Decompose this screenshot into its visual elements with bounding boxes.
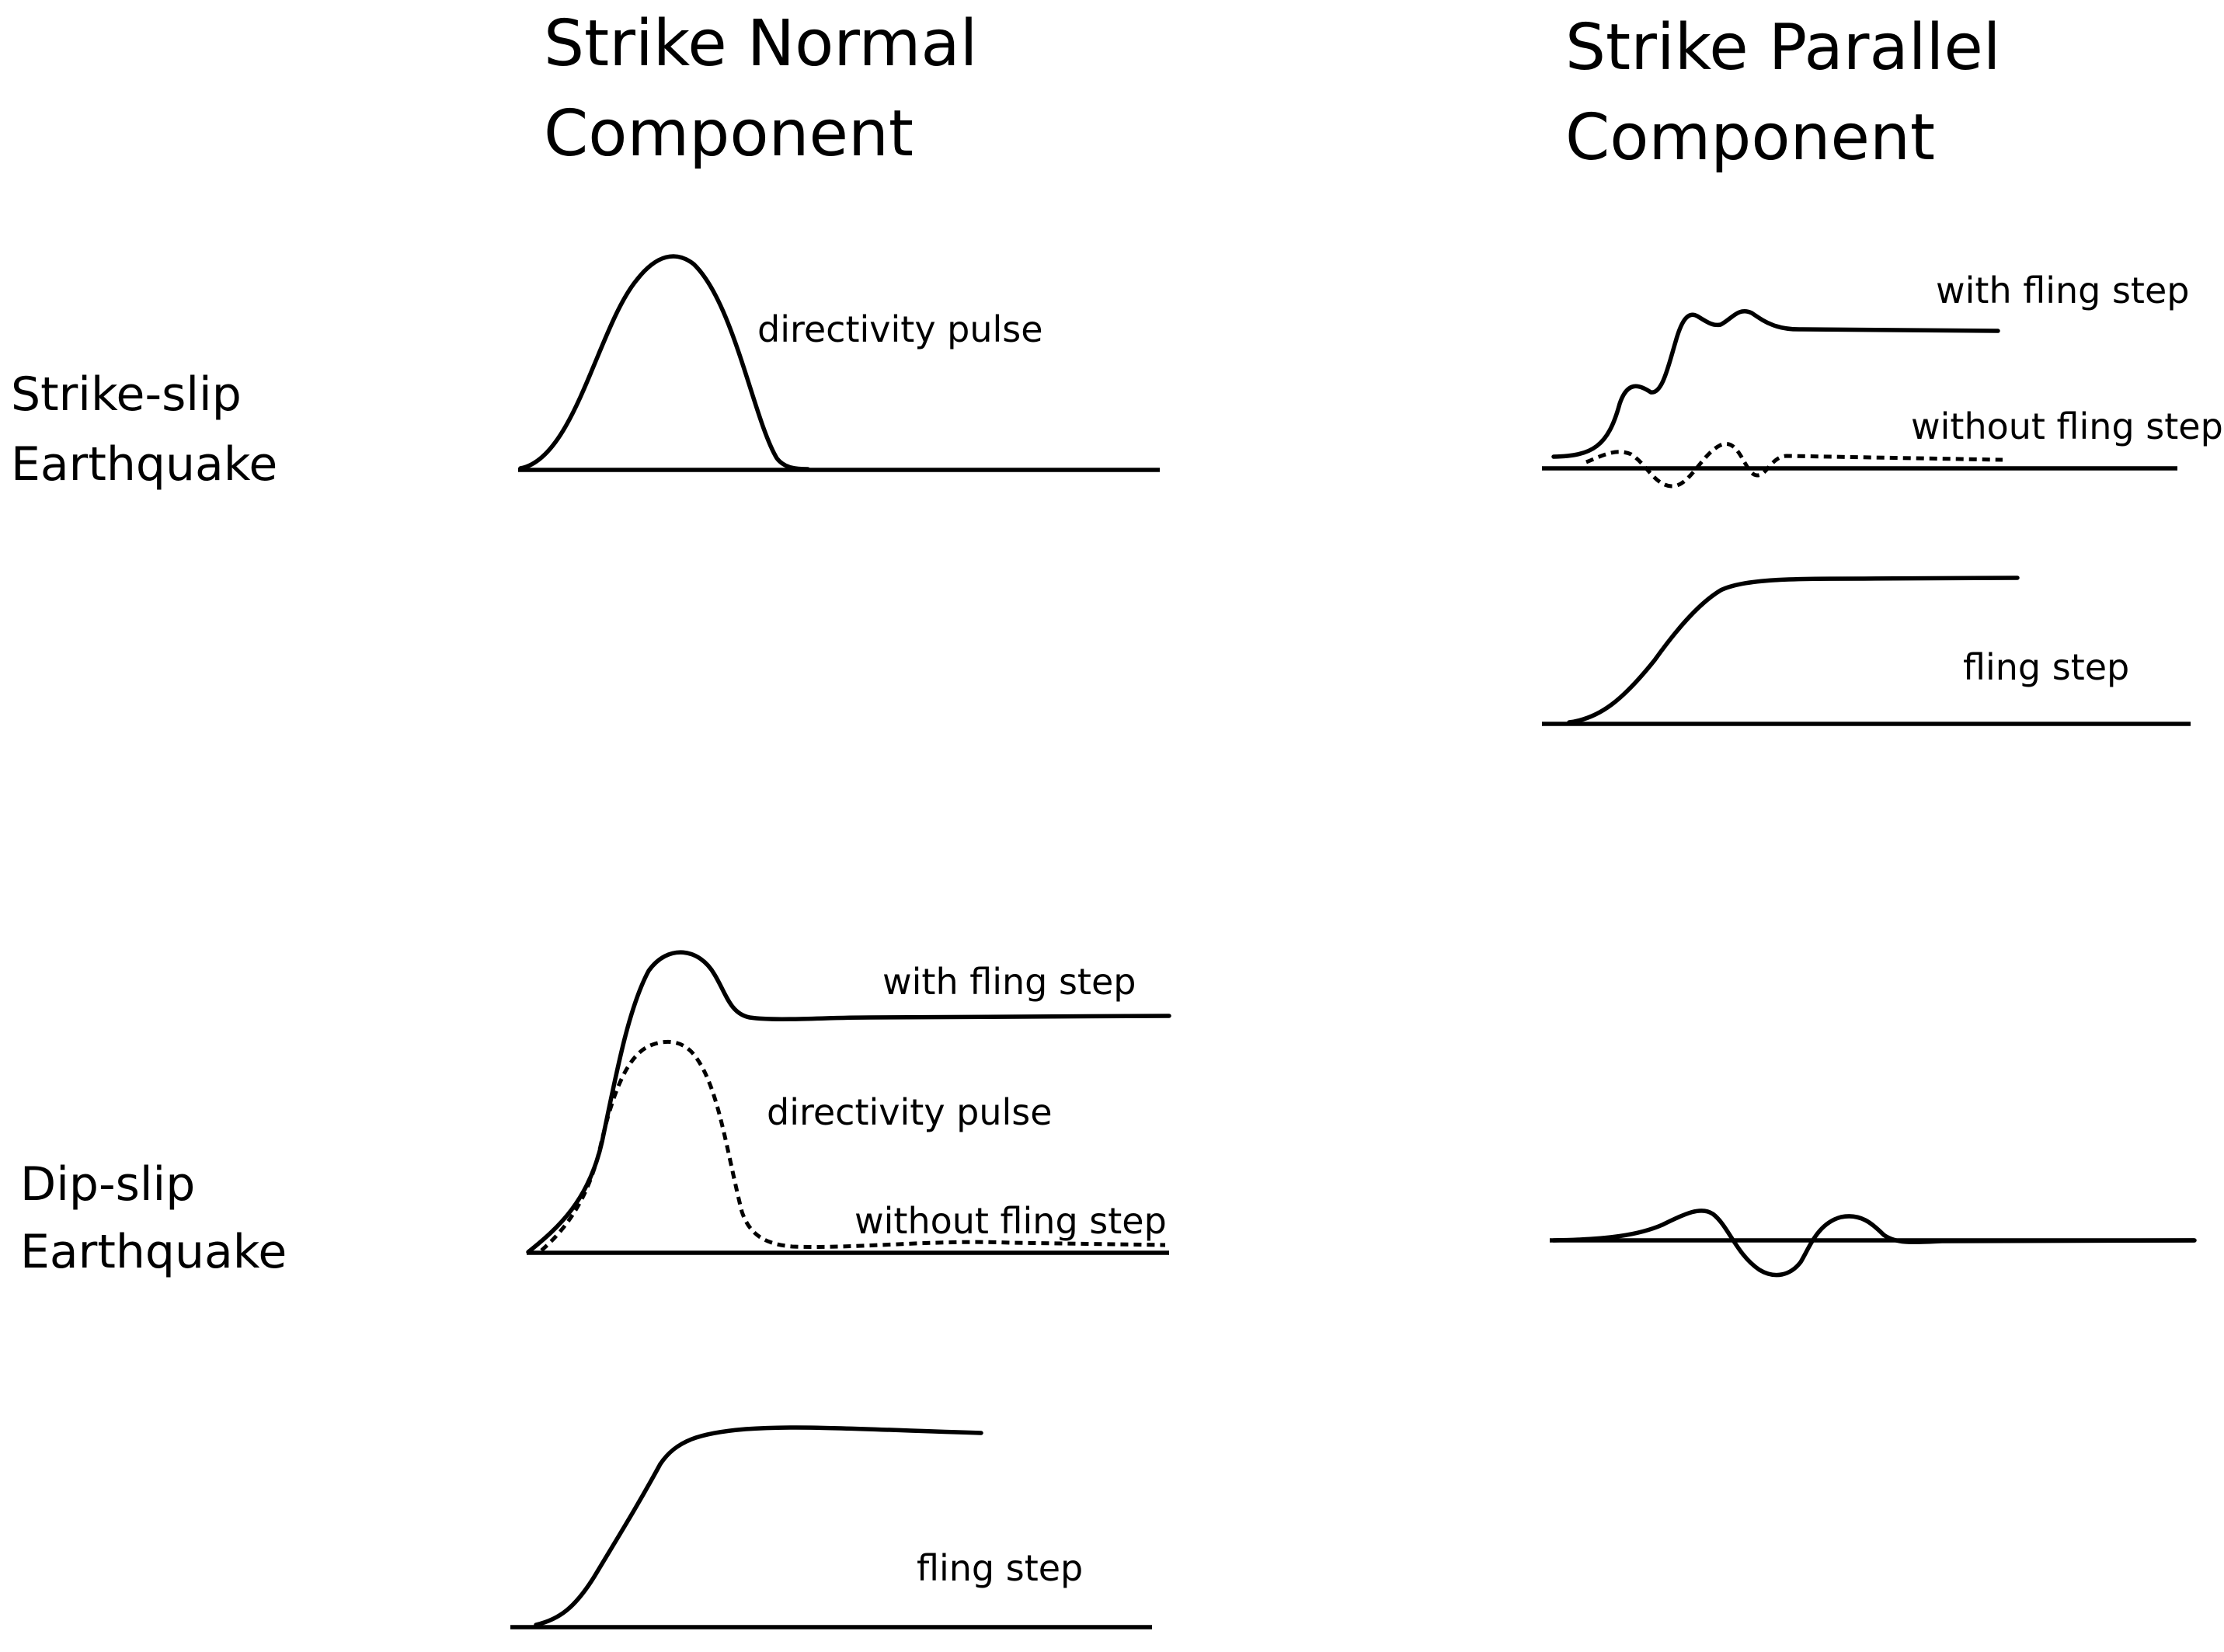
ds-normal-fling-step-trace	[534, 1425, 983, 1627]
ss-normal-panel: directivity pulse	[518, 254, 1160, 472]
ds-normal-directivity-pulse-label: directivity pulse	[767, 1091, 1053, 1133]
ds-normal-without-fling-label: without fling step	[854, 1200, 1167, 1242]
ss-parallel-without-fling-trace	[1585, 441, 2003, 489]
title-strike-parallel-line1: Strike Parallel	[1565, 11, 2001, 85]
ss-parallel-panel: with fling step without fling step	[1542, 270, 2223, 489]
row-label-strike-slip-line1: Strike-slip	[11, 367, 242, 422]
ss-parallel-fling-panel: fling step	[1542, 576, 2191, 726]
title-strike-normal-line2: Component	[544, 97, 914, 171]
ss-parallel-fling-step-label: fling step	[1963, 646, 2129, 688]
ss-parallel-with-fling-label: with fling step	[1936, 270, 2189, 311]
ds-parallel-panel	[1550, 1209, 2197, 1278]
ss-normal-directivity-pulse-trace	[518, 254, 810, 471]
ds-normal-panel: with fling step directivity pulse withou…	[526, 950, 1171, 1255]
row-label-dip-slip-line1: Dip-slip	[20, 1157, 195, 1212]
ss-parallel-with-fling-trace	[1551, 309, 2000, 459]
row-label-dip-slip-line2: Earthquake	[20, 1225, 287, 1279]
ds-normal-fling-panel: fling step	[510, 1425, 1152, 1629]
ds-normal-with-fling-label: with fling step	[882, 961, 1136, 1003]
ss-parallel-without-fling-label: without fling step	[1911, 405, 2223, 447]
ds-parallel-oscillation-trace	[1551, 1209, 2197, 1278]
row-label-strike-slip-line2: Earthquake	[11, 437, 277, 492]
ss-parallel-fling-step-trace	[1567, 576, 2020, 725]
ds-normal-fling-step-label: fling step	[917, 1547, 1083, 1589]
ss-normal-directivity-pulse-label: directivity pulse	[757, 308, 1043, 350]
title-strike-parallel-line2: Component	[1565, 101, 1935, 175]
title-strike-normal-line1: Strike Normal	[544, 7, 977, 81]
